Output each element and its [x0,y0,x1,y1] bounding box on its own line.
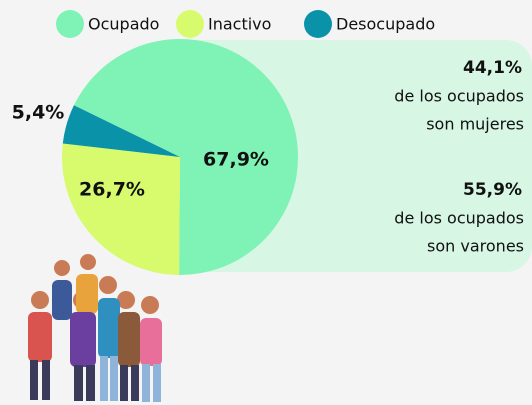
legend-label: Desocupado [336,15,435,34]
people-illustration [28,254,162,402]
legend-label: Ocupado [88,15,159,34]
note-value: 44,1% [463,58,522,78]
note-text: de los ocupados [394,209,524,228]
data-label: 67,9% [203,149,269,171]
note-text: son varones [427,237,524,256]
legend-swatch [176,10,204,38]
data-label: 26,7% [79,179,145,201]
legend-swatch [304,10,332,38]
pie-slice [73,38,299,276]
legend-swatch [56,10,84,38]
pie-slice [62,105,180,157]
note-text: son mujeres [426,115,524,134]
pie-slice [62,143,180,275]
legend-label: Inactivo [208,15,271,34]
data-label: 5,4% [12,102,65,124]
note-value: 55,9% [463,180,522,200]
note-text: de los ocupados [394,87,524,106]
